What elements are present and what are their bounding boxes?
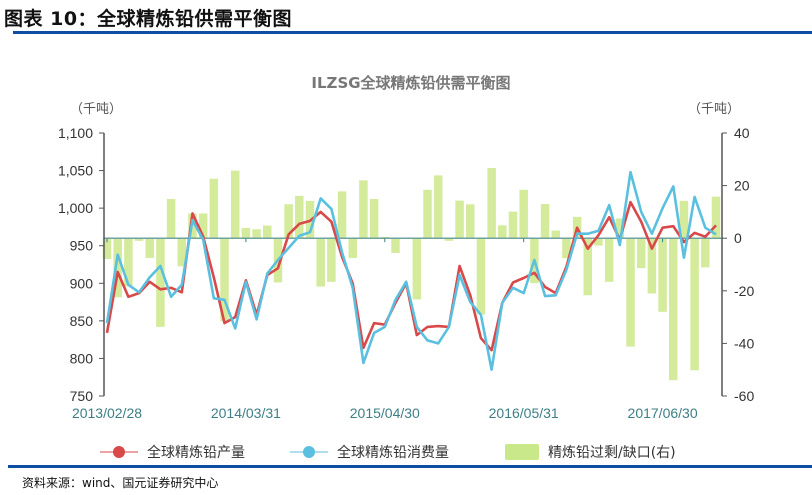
legend-marker-consumption (303, 446, 315, 458)
balance-bar (134, 238, 144, 241)
balance-bar (263, 225, 272, 239)
left-tick-label: 1,050 (58, 163, 93, 179)
x-tick-label: 2017/06/30 (628, 405, 698, 421)
x-tick-label: 2013/02/28 (72, 405, 142, 421)
balance-bar (230, 170, 240, 239)
source-note: 资料来源：wind、国元证券研究中心 (22, 476, 219, 490)
x-tick-label: 2016/05/31 (489, 405, 559, 421)
balance-bar (295, 195, 304, 239)
legend-marker-production (113, 446, 125, 458)
balance-bar (348, 238, 357, 258)
balance-bar (658, 238, 667, 312)
balance-bar (540, 204, 550, 239)
header-rule (13, 31, 812, 34)
balance-bar (359, 180, 368, 239)
balance-bar (498, 225, 507, 239)
balance-bar (444, 238, 454, 241)
balance-bar (433, 175, 443, 239)
balance-bar (508, 211, 518, 239)
balance-bar (679, 200, 689, 239)
balance-bar (198, 213, 208, 239)
balance-bar (412, 238, 422, 300)
right-tick-label: -20 (734, 283, 754, 299)
balance-bar (487, 167, 496, 239)
balance-bar (391, 238, 400, 253)
balance-bar (466, 204, 475, 239)
left-tick-label: 1,100 (58, 125, 93, 141)
right-tick-label: 40 (734, 125, 750, 141)
balance-bar (209, 178, 219, 239)
legend-label-consumption: 全球精炼铅消费量 (337, 444, 449, 461)
balance-bar (476, 238, 486, 315)
production-line (105, 200, 717, 352)
balance-bar (594, 238, 603, 246)
balance-bar (626, 238, 635, 347)
balance-bar (519, 189, 528, 239)
balance-bar (337, 191, 347, 239)
left-tick-label: 800 (70, 350, 94, 366)
legend-marker-balance (505, 444, 539, 460)
balance-bar (124, 238, 133, 287)
legend-item-production[interactable]: 全球精炼铅产量 (100, 444, 245, 461)
figure-title: 图表 10：全球精炼铅供需平衡图 (4, 8, 293, 30)
balance-bar (690, 238, 699, 371)
balance-bar (252, 229, 261, 239)
balance-bar (241, 227, 251, 239)
balance-bar (156, 238, 165, 327)
right-axis-unit: （千吨） (688, 102, 740, 117)
balance-bar (711, 196, 721, 239)
balance-bar (327, 238, 336, 282)
legend-item-balance[interactable]: 精炼铅过剩/缺口(右) (505, 444, 676, 461)
balance-bar (701, 238, 710, 268)
balance-bar (562, 238, 571, 259)
axes: 750 800 850 900 950 1,000 1,050 1,100 -60 -40 -20 0… (58, 125, 754, 421)
balance-bar (284, 204, 293, 239)
balance-bar (636, 238, 646, 269)
legend-label-balance: 精炼铅过剩/缺口(右) (548, 445, 676, 461)
balance-bar (604, 238, 614, 282)
bar-series (102, 167, 721, 381)
left-tick-label: 1,000 (58, 200, 93, 216)
balance-bar (647, 238, 657, 294)
right-tick-label: 0 (734, 230, 742, 246)
balance-bar (316, 238, 325, 287)
balance-bar (615, 218, 625, 239)
left-tick-label: 750 (70, 388, 94, 404)
x-tick-label: 2015/04/30 (350, 405, 420, 421)
balance-bar (669, 238, 678, 381)
left-axis-unit: （千吨） (70, 102, 122, 117)
left-tick-label: 950 (70, 238, 94, 254)
balance-bar (369, 199, 379, 239)
right-tick-label: -60 (734, 388, 754, 404)
balance-bar (220, 238, 229, 322)
balance-bar (455, 200, 464, 239)
balance-bar (145, 238, 154, 258)
left-tick-label: 850 (70, 313, 94, 329)
legend-item-consumption[interactable]: 全球精炼铅消费量 (290, 444, 449, 461)
balance-bar (113, 238, 122, 298)
right-tick-label: 20 (734, 178, 750, 194)
consumption-line (105, 170, 717, 372)
line-series (105, 170, 717, 372)
right-tick-label: -40 (734, 335, 754, 351)
balance-bar (423, 189, 432, 239)
footer-rule (8, 465, 812, 468)
balance-bar (166, 199, 176, 239)
chart-title: ILZSG全球精炼铅供需平衡图 (311, 74, 510, 92)
left-tick-label: 900 (70, 275, 94, 291)
legend-label-production: 全球精炼铅产量 (147, 444, 245, 461)
balance-bar (583, 238, 593, 296)
legend: 全球精炼铅产量 全球精炼铅消费量 精炼铅过剩/缺口(右) (100, 444, 676, 461)
x-tick-label: 2014/03/31 (211, 405, 281, 421)
balance-bar (102, 238, 112, 259)
balance-bar (551, 230, 560, 239)
balance-bar (177, 238, 187, 267)
